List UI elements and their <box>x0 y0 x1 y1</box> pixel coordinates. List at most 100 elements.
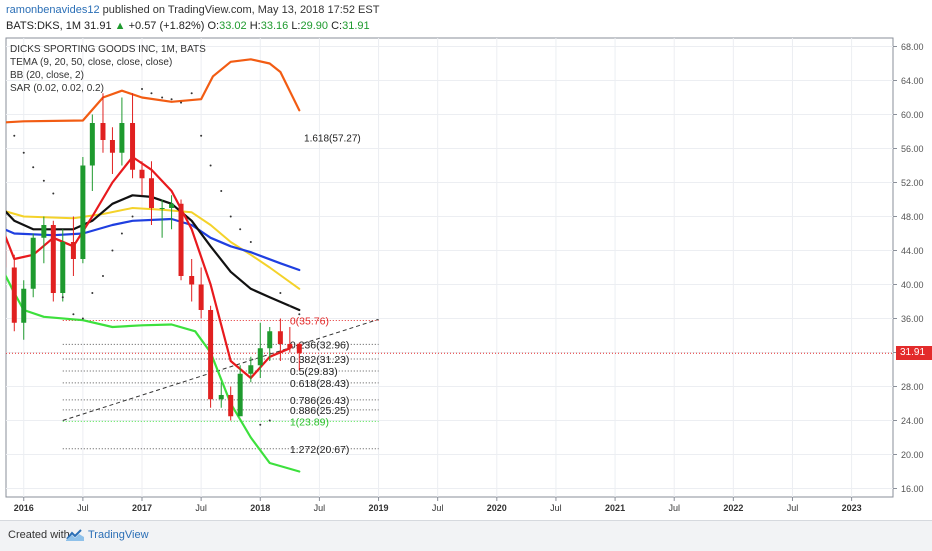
y-tick-label: 44.00 <box>901 246 924 256</box>
sar-dot <box>161 96 164 99</box>
sar-dot <box>200 134 203 137</box>
sar-dot <box>111 249 114 252</box>
fib-trend-line <box>62 318 379 421</box>
candle-body <box>208 310 214 400</box>
candle-body <box>30 237 36 289</box>
publish-info: ramonbenavides12 published on TradingVie… <box>6 4 379 16</box>
sar-dot <box>131 215 134 218</box>
x-tick-label: Jul <box>787 503 799 513</box>
chart-grid <box>5 37 894 498</box>
x-tick-label: 2023 <box>842 503 862 513</box>
sar-dot <box>298 313 301 316</box>
y-tick-label: 52.00 <box>901 178 924 188</box>
created-with-label: Created with <box>8 529 70 541</box>
legend-entry: DICKS SPORTING GOODS INC, 1M, BATS <box>10 44 206 55</box>
sar-dot <box>249 241 252 243</box>
sar-dot <box>52 192 55 195</box>
fibonacci-retracement[interactable]: 0(35.76) 0.236(32.96) 0.382(31.23)0.5(29.8… <box>6 134 893 456</box>
x-tick-label: 2020 <box>487 503 507 513</box>
sar-dot <box>42 179 45 182</box>
indicator-lines <box>6 58 301 473</box>
candle-body <box>248 365 254 374</box>
y-tick-label: 64.00 <box>901 76 924 86</box>
symbol-label: BATS:DKS, 1M <box>6 20 81 32</box>
legend-entry: TEMA (9, 20, 50, close, close, close) <box>10 57 172 68</box>
footer-bar: Created with TradingView <box>0 520 932 551</box>
candle-body <box>237 373 243 417</box>
legend-entry: BB (20, close, 2) <box>10 70 84 81</box>
candle-body <box>21 288 27 323</box>
sar-dot <box>120 232 123 235</box>
tema-50-line <box>6 207 301 290</box>
sar-dot <box>3 122 5 124</box>
fib-level-label: 1.272(20.67) <box>290 444 350 456</box>
price-chart[interactable]: 0(35.76) 0.236(32.96) 0.382(31.23)0.5(29.8… <box>0 0 932 520</box>
x-tick-label: Jul <box>314 503 326 513</box>
fib-level-label: 0(35.76) <box>290 316 329 328</box>
candle-body <box>109 140 115 153</box>
y-tick-label: 48.00 <box>901 212 924 222</box>
low-value: 29.90 <box>300 20 329 32</box>
candle-body <box>287 344 293 349</box>
x-tick-label: 2016 <box>14 503 34 513</box>
sar-dot <box>190 92 193 95</box>
sar-dot <box>209 164 212 167</box>
sar-dot <box>81 317 84 320</box>
fib-level-label: 0.786(26.43) <box>290 395 350 407</box>
candle-body <box>11 267 17 323</box>
indicator-legend: DICKS SPORTING GOODS INC, 1M, BATS TEMA (… <box>10 44 206 94</box>
x-tick-label: Jul <box>77 503 89 513</box>
y-tick-label: 20.00 <box>901 450 924 460</box>
y-tick-label: 60.00 <box>901 110 924 120</box>
tradingview-logo-icon[interactable] <box>66 528 84 542</box>
x-tick-label: Jul <box>668 503 680 513</box>
parabolic-sar-dots <box>3 88 301 426</box>
legend-entry: SAR (0.02, 0.02, 0.2) <box>10 83 104 94</box>
sar-dot <box>229 215 232 218</box>
fib-level-label: 0.236(32.96) <box>290 339 350 351</box>
sar-dot <box>61 296 64 299</box>
candle-body <box>89 123 95 166</box>
sar-dot <box>170 98 173 101</box>
tradingview-link[interactable]: TradingView <box>88 529 149 541</box>
candle-body <box>228 395 234 417</box>
y-tick-label: 40.00 <box>901 280 924 290</box>
open-value: 33.02 <box>219 20 247 32</box>
sar-dot <box>22 151 25 154</box>
candle-body <box>100 123 106 140</box>
fib-level-label: 1(23.89) <box>290 416 329 428</box>
sar-dot <box>239 228 242 231</box>
plot-frame <box>5 37 894 498</box>
y-tick-label: 68.00 <box>901 42 924 52</box>
close-label: C: <box>331 20 343 32</box>
time-axis[interactable]: 2016 Jul 2017 Jul 2018 Jul 2019 Jul 2020 Jul 2021 J… <box>14 497 862 513</box>
fib-level-label: 0.5(29.83) <box>290 366 338 378</box>
x-tick-label: Jul <box>195 503 207 513</box>
candle-body <box>257 348 263 366</box>
open-label: O: <box>207 20 220 32</box>
candle-body <box>277 331 283 344</box>
up-arrow-icon: ▲ <box>114 20 126 32</box>
candle-body <box>178 203 184 276</box>
author-link[interactable]: ramonbenavides12 <box>6 4 100 16</box>
sar-dot <box>268 419 271 422</box>
x-tick-label: 2018 <box>250 503 270 513</box>
sar-dot <box>220 190 223 192</box>
fib-level-label: 0.618(28.43) <box>290 378 350 390</box>
x-tick-label: Jul <box>432 503 444 513</box>
candle-body <box>169 203 175 208</box>
sar-dot <box>101 275 104 277</box>
low-label: L: <box>291 20 301 32</box>
bollinger-upper-line <box>6 58 301 124</box>
x-tick-label: 2021 <box>605 503 625 513</box>
candle-body <box>198 284 204 310</box>
candle-body <box>41 225 47 238</box>
candle-body <box>70 242 76 259</box>
price-axis[interactable]: 16.0020.0024.0028.0032.0036.0040.0044.00… <box>893 42 924 494</box>
fib-level-label: 0.886(25.25) <box>290 405 350 417</box>
candle-body <box>50 225 56 293</box>
candle-body <box>130 123 136 170</box>
y-tick-label: 36.00 <box>901 314 924 324</box>
candlesticks <box>6 93 302 421</box>
sar-dot <box>13 134 16 137</box>
